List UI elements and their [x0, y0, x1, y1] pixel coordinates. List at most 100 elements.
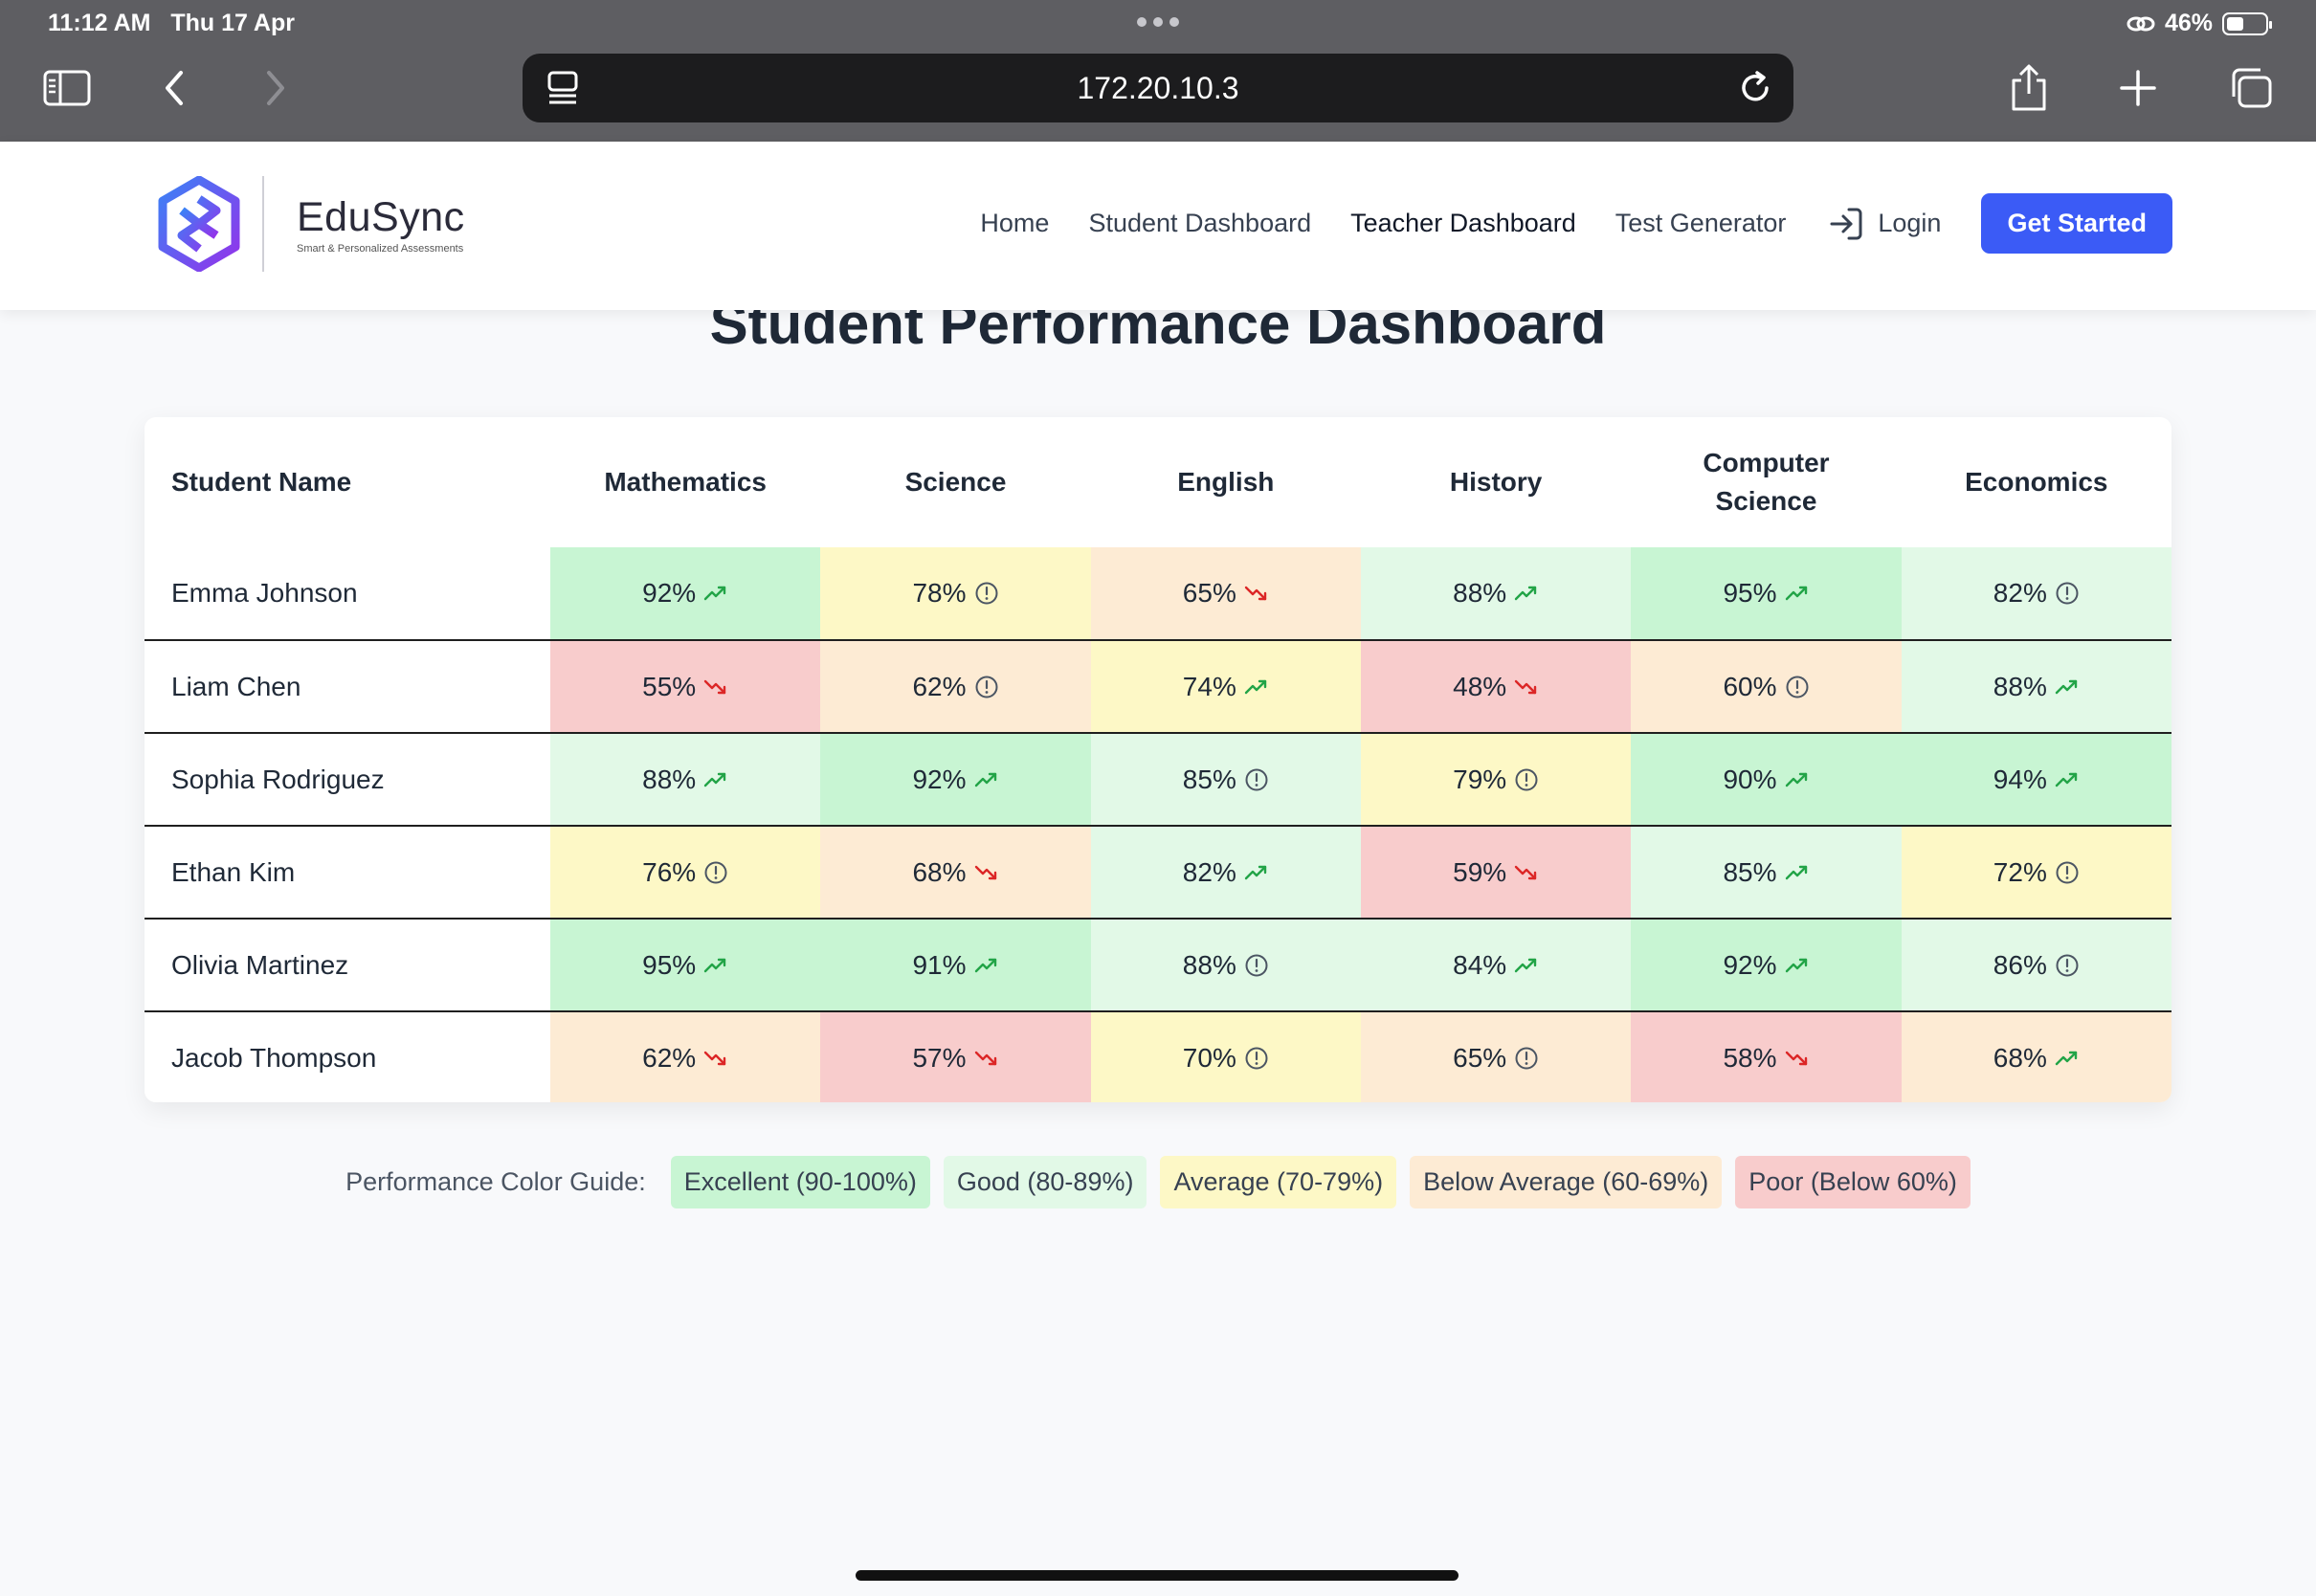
- edusync-logo-icon: [158, 176, 240, 272]
- header-economics[interactable]: Economics: [1965, 467, 2108, 497]
- score-value: 55%: [642, 671, 697, 701]
- performance-table: Student Name Mathematics Science English Hi…: [145, 417, 2171, 1102]
- score-cell: 90%: [1631, 733, 1902, 827]
- trending-down-icon: [1514, 864, 1539, 881]
- multitasking-dots[interactable]: [1137, 17, 1179, 27]
- alert-circle-icon: [1785, 675, 1810, 699]
- nav-home[interactable]: Home: [980, 209, 1050, 237]
- score-value: 94%: [1993, 764, 2047, 794]
- header-computer-science[interactable]: Computer Science: [1703, 448, 1830, 516]
- score-value: 90%: [1723, 764, 1777, 794]
- score-value: 62%: [642, 1042, 697, 1073]
- score-cell: 95%: [550, 919, 821, 1012]
- student-name: Emma Johnson: [145, 547, 550, 641]
- score-value: 82%: [1182, 856, 1236, 887]
- score-cell: 57%: [820, 1011, 1091, 1102]
- score-value: 95%: [642, 949, 697, 980]
- score-cell: 92%: [820, 733, 1091, 827]
- score-value: 88%: [1182, 949, 1236, 980]
- app-header: EduSync Smart & Personalized Assessments…: [0, 142, 2316, 310]
- score-value: 62%: [912, 671, 967, 701]
- score-value: 79%: [1453, 764, 1507, 794]
- alert-circle-icon: [2055, 581, 2080, 606]
- logo-divider: [262, 176, 264, 272]
- trending-up-icon: [703, 771, 728, 788]
- table-row: Emma Johnson 92% 78% 65% 88% 95% 82%: [145, 547, 2171, 641]
- trending-down-icon: [703, 1050, 728, 1067]
- score-cell: 82%: [1090, 826, 1361, 920]
- trending-up-icon: [1785, 585, 1810, 602]
- score-cell: 78%: [820, 547, 1091, 641]
- trending-up-icon: [2055, 678, 2080, 696]
- login-link[interactable]: Login: [1828, 206, 1941, 242]
- nav-test-generator[interactable]: Test Generator: [1615, 209, 1787, 237]
- score-cell: 65%: [1360, 1011, 1632, 1102]
- score-value: 88%: [642, 764, 697, 794]
- trending-up-icon: [1785, 864, 1810, 881]
- score-cell: 95%: [1631, 547, 1902, 641]
- score-value: 59%: [1453, 856, 1507, 887]
- trending-up-icon: [974, 957, 999, 974]
- battery-icon: [2222, 11, 2272, 35]
- score-value: 68%: [912, 856, 967, 887]
- trending-up-icon: [1244, 864, 1269, 881]
- table-row: Liam Chen 55% 62% 74% 48% 60% 88%: [145, 640, 2171, 734]
- student-name: Olivia Martinez: [145, 919, 550, 1012]
- score-cell: 68%: [1901, 1011, 2171, 1102]
- score-cell: 58%: [1631, 1011, 1902, 1102]
- table-row: Sophia Rodriguez 88% 92% 85% 79% 90% 94%: [145, 733, 2171, 827]
- alert-circle-icon: [1244, 1046, 1269, 1071]
- tabs-overview-icon[interactable]: [2226, 63, 2276, 113]
- score-value: 86%: [1993, 949, 2047, 980]
- trending-up-icon: [2055, 1050, 2080, 1067]
- forward-icon[interactable]: [251, 63, 301, 113]
- new-tab-icon[interactable]: [2113, 63, 2163, 113]
- nav-teacher-dashboard[interactable]: Teacher Dashboard: [1350, 209, 1576, 237]
- score-value: 74%: [1182, 671, 1236, 701]
- score-cell: 92%: [550, 547, 821, 641]
- sidebar-icon[interactable]: [42, 63, 92, 113]
- home-indicator[interactable]: [856, 1570, 1459, 1581]
- address-bar[interactable]: 172.20.10.3: [523, 54, 1793, 122]
- page-menu-icon[interactable]: [546, 69, 580, 112]
- score-value: 78%: [912, 578, 967, 608]
- nav-student-dashboard[interactable]: Student Dashboard: [1088, 209, 1312, 237]
- trending-up-icon: [703, 957, 728, 974]
- header-science[interactable]: Science: [904, 467, 1007, 497]
- score-cell: 60%: [1631, 640, 1902, 734]
- trending-up-icon: [703, 585, 728, 602]
- header-english[interactable]: English: [1177, 467, 1275, 497]
- table-row: Ethan Kim 76% 68% 82% 59% 85% 72%: [145, 826, 2171, 920]
- alert-circle-icon: [974, 675, 999, 699]
- url-text: 172.20.10.3: [1077, 70, 1239, 105]
- score-cell: 62%: [550, 1011, 821, 1102]
- header-student-name[interactable]: Student Name: [171, 467, 352, 497]
- back-icon[interactable]: [149, 63, 199, 113]
- score-value: 70%: [1182, 1042, 1236, 1073]
- score-cell: 48%: [1360, 640, 1632, 734]
- student-name: Sophia Rodriguez: [145, 733, 550, 827]
- clock: 11:12 AM: [48, 10, 151, 36]
- share-icon[interactable]: [2004, 63, 2054, 113]
- table-body: Emma Johnson 92% 78% 65% 88% 95% 82% Liam Chen 5…: [145, 547, 2171, 1102]
- table-row: Olivia Martinez 95% 91% 88% 84% 92% 86%: [145, 919, 2171, 1012]
- main-nav: Home Student Dashboard Teacher Dashboard…: [941, 193, 2172, 254]
- score-value: 88%: [1453, 578, 1507, 608]
- header-history[interactable]: History: [1449, 467, 1543, 497]
- reload-icon[interactable]: [1736, 67, 1774, 112]
- alert-circle-icon: [1244, 953, 1269, 978]
- table-row: Jacob Thompson 62% 57% 70% 65% 58% 68%: [145, 1011, 2171, 1102]
- brand-logo[interactable]: EduSync Smart & Personalized Assessments: [157, 176, 465, 272]
- score-value: 58%: [1723, 1042, 1777, 1073]
- score-cell: 74%: [1090, 640, 1361, 734]
- alert-circle-icon: [1514, 1046, 1539, 1071]
- get-started-button[interactable]: Get Started: [1981, 193, 2172, 254]
- trending-up-icon: [2055, 771, 2080, 788]
- header-mathematics[interactable]: Mathematics: [604, 467, 767, 497]
- alert-circle-icon: [703, 860, 728, 885]
- score-value: 84%: [1453, 949, 1507, 980]
- trending-up-icon: [1785, 771, 1810, 788]
- score-value: 68%: [1993, 1042, 2047, 1073]
- score-cell: 59%: [1360, 826, 1632, 920]
- score-cell: 70%: [1090, 1011, 1361, 1102]
